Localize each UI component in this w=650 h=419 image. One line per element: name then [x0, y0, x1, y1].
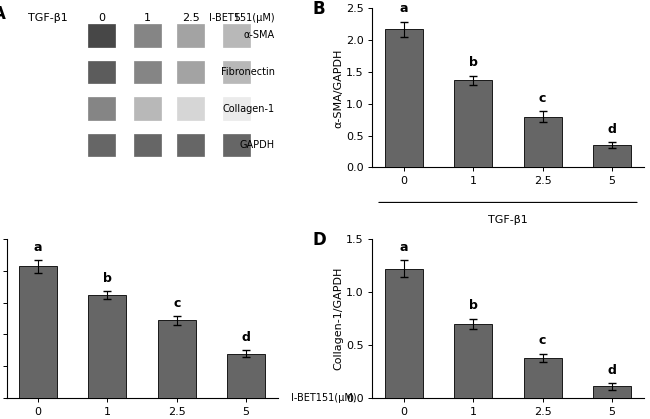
Text: d: d: [608, 364, 617, 377]
Bar: [385, 269, 423, 398]
Text: GAPDH: GAPDH: [240, 140, 275, 150]
Text: b: b: [469, 57, 478, 70]
Text: 0: 0: [98, 13, 105, 23]
Text: c: c: [539, 334, 547, 347]
Bar: [224, 134, 250, 156]
Bar: [158, 321, 196, 398]
Text: TGF-β1: TGF-β1: [488, 215, 528, 225]
Bar: [177, 98, 204, 120]
Text: b: b: [103, 272, 112, 285]
Text: Collagen-1: Collagen-1: [223, 103, 275, 114]
Text: 5: 5: [233, 13, 240, 23]
Bar: [19, 266, 57, 398]
Bar: [524, 116, 562, 168]
Y-axis label: Collagen-1/GAPDH: Collagen-1/GAPDH: [333, 267, 343, 370]
Bar: [134, 61, 161, 83]
Bar: [593, 145, 631, 168]
Bar: [227, 354, 265, 398]
Bar: [134, 134, 161, 156]
Text: a: a: [400, 3, 408, 16]
Text: 1: 1: [144, 13, 151, 23]
Text: 2.5: 2.5: [182, 13, 200, 23]
Text: I-BET151(μM): I-BET151(μM): [291, 393, 357, 403]
Bar: [454, 80, 492, 168]
Bar: [88, 295, 126, 398]
Text: α-SMA: α-SMA: [244, 31, 275, 40]
Bar: [524, 358, 562, 398]
Bar: [385, 29, 423, 168]
Text: a: a: [34, 241, 42, 253]
Text: TGF-β1: TGF-β1: [28, 13, 68, 23]
Bar: [88, 134, 115, 156]
Bar: [454, 324, 492, 398]
Text: a: a: [400, 241, 408, 254]
Bar: [88, 61, 115, 83]
Bar: [224, 24, 250, 47]
Text: b: b: [469, 299, 478, 312]
Text: d: d: [242, 331, 251, 344]
Text: c: c: [173, 297, 181, 310]
Bar: [134, 98, 161, 120]
Bar: [134, 24, 161, 47]
Y-axis label: α-SMA/GAPDH: α-SMA/GAPDH: [333, 48, 343, 128]
Text: A: A: [0, 5, 6, 23]
Text: B: B: [313, 0, 326, 18]
Bar: [177, 24, 204, 47]
Text: d: d: [608, 123, 617, 136]
Bar: [177, 61, 204, 83]
Bar: [593, 386, 631, 398]
Bar: [224, 61, 250, 83]
Bar: [88, 24, 115, 47]
Text: Fibronectin: Fibronectin: [221, 67, 275, 77]
Bar: [88, 98, 115, 120]
Bar: [224, 98, 250, 120]
Bar: [177, 134, 204, 156]
Text: I-BET151(μM): I-BET151(μM): [209, 13, 275, 23]
Text: c: c: [539, 92, 547, 105]
Text: D: D: [313, 231, 326, 249]
